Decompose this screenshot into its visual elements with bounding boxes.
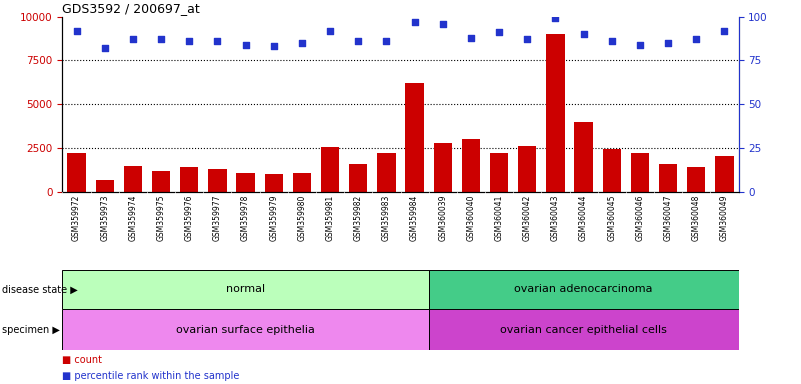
Point	[465, 35, 477, 41]
Point	[99, 45, 111, 51]
Text: GSM360039: GSM360039	[438, 194, 447, 241]
Text: GSM359984: GSM359984	[410, 194, 419, 241]
Point	[662, 40, 674, 46]
Bar	[208, 169, 227, 192]
Point	[211, 38, 223, 44]
Text: GSM360045: GSM360045	[607, 194, 616, 241]
Bar	[687, 167, 706, 192]
Text: GSM360040: GSM360040	[466, 194, 476, 241]
Bar	[62, 270, 429, 309]
Point	[183, 38, 195, 44]
Point	[409, 19, 421, 25]
Text: normal: normal	[226, 284, 265, 295]
Bar	[433, 143, 452, 192]
Text: GSM360048: GSM360048	[692, 194, 701, 241]
Bar	[602, 149, 621, 192]
Text: ■ count: ■ count	[62, 355, 103, 365]
Text: GSM359976: GSM359976	[185, 194, 194, 241]
Bar	[152, 171, 171, 192]
Bar	[180, 167, 199, 192]
Bar	[292, 173, 311, 192]
Point	[718, 28, 731, 34]
Text: GSM359982: GSM359982	[354, 194, 363, 241]
Text: GSM359972: GSM359972	[72, 194, 81, 241]
Text: ovarian surface epithelia: ovarian surface epithelia	[176, 324, 315, 335]
Point	[521, 36, 533, 42]
Bar	[236, 173, 255, 192]
Bar	[349, 164, 368, 192]
Bar	[659, 164, 678, 192]
Text: GSM360042: GSM360042	[523, 194, 532, 241]
Bar	[405, 83, 424, 192]
Bar	[321, 147, 340, 192]
Bar	[630, 153, 649, 192]
Bar	[429, 309, 739, 350]
Text: GSM359974: GSM359974	[128, 194, 138, 241]
Point	[268, 43, 280, 50]
Bar	[546, 34, 565, 192]
Text: GDS3592 / 200697_at: GDS3592 / 200697_at	[62, 2, 200, 15]
Text: GSM359978: GSM359978	[241, 194, 250, 241]
Point	[549, 15, 562, 22]
Text: ■ percentile rank within the sample: ■ percentile rank within the sample	[62, 371, 239, 381]
Point	[578, 31, 590, 37]
Bar	[518, 146, 537, 192]
Text: GSM360049: GSM360049	[720, 194, 729, 241]
Bar	[715, 156, 734, 192]
Text: GSM359983: GSM359983	[382, 194, 391, 241]
Text: GSM359980: GSM359980	[297, 194, 307, 241]
Text: GSM360044: GSM360044	[579, 194, 588, 241]
Bar	[377, 153, 396, 192]
Text: GSM359981: GSM359981	[325, 194, 335, 241]
Point	[634, 41, 646, 48]
Bar	[95, 180, 114, 192]
Bar	[490, 153, 509, 192]
Text: GSM359973: GSM359973	[100, 194, 109, 241]
Text: GSM359975: GSM359975	[156, 194, 166, 241]
Point	[127, 36, 139, 42]
Text: disease state ▶: disease state ▶	[2, 284, 78, 295]
Bar	[574, 122, 593, 192]
Text: ovarian adenocarcinoma: ovarian adenocarcinoma	[514, 284, 653, 295]
Point	[352, 38, 364, 44]
Text: GSM360047: GSM360047	[663, 194, 673, 241]
Point	[493, 29, 505, 35]
Bar	[62, 309, 429, 350]
Bar	[123, 166, 142, 192]
Point	[155, 36, 167, 42]
Point	[70, 28, 83, 34]
Bar	[264, 174, 283, 192]
Point	[324, 28, 336, 34]
Text: GSM359979: GSM359979	[269, 194, 278, 241]
Bar	[67, 153, 86, 192]
Point	[296, 40, 308, 46]
Bar	[461, 139, 480, 192]
Text: ovarian cancer epithelial cells: ovarian cancer epithelial cells	[500, 324, 667, 335]
Point	[690, 36, 702, 42]
Text: GSM360046: GSM360046	[635, 194, 645, 241]
Point	[606, 38, 618, 44]
Text: GSM359977: GSM359977	[213, 194, 222, 241]
Text: GSM360041: GSM360041	[494, 194, 504, 241]
Bar	[429, 270, 739, 309]
Point	[239, 41, 252, 48]
Text: specimen ▶: specimen ▶	[2, 324, 59, 335]
Text: GSM360043: GSM360043	[551, 194, 560, 241]
Point	[380, 38, 392, 44]
Point	[437, 20, 449, 26]
